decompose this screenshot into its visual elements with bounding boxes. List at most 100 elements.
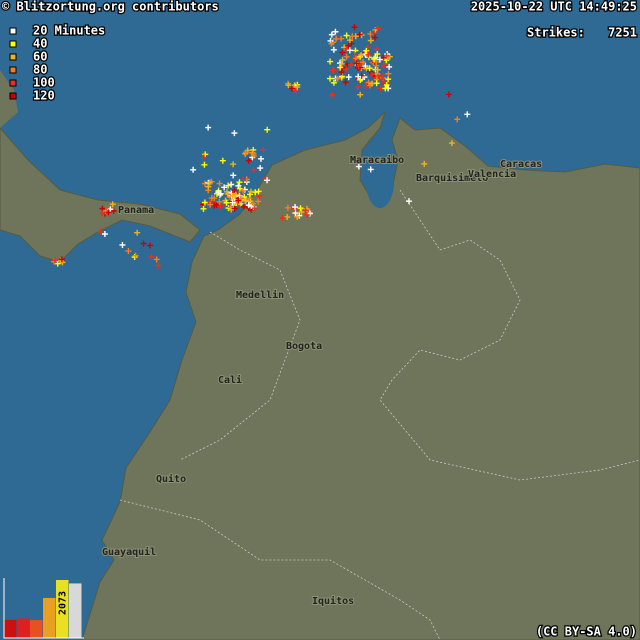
strike <box>205 183 212 190</box>
strike <box>257 165 264 172</box>
legend-swatch <box>9 79 17 87</box>
city: Panama <box>118 205 154 216</box>
strike <box>58 256 65 263</box>
city: Guayaquil <box>102 546 156 558</box>
strike <box>52 257 59 264</box>
strike <box>334 75 341 82</box>
strike <box>372 34 379 41</box>
strike <box>367 37 374 44</box>
strike <box>333 35 340 42</box>
strike <box>371 56 378 63</box>
strike <box>230 161 237 168</box>
strike <box>205 124 212 131</box>
strike <box>201 180 208 187</box>
strike <box>365 79 372 86</box>
strike <box>374 73 381 80</box>
strike <box>229 199 236 206</box>
border <box>179 231 301 461</box>
strike <box>342 79 349 86</box>
strike <box>374 25 381 32</box>
strike <box>370 30 377 37</box>
strike <box>445 91 452 98</box>
strike <box>148 253 155 260</box>
strike <box>355 163 362 170</box>
strike <box>250 150 257 157</box>
strike <box>345 74 352 81</box>
strike <box>382 85 389 92</box>
strike <box>228 181 235 188</box>
strike <box>249 149 256 156</box>
strike <box>292 210 299 217</box>
strike <box>378 76 385 83</box>
strike <box>385 76 392 83</box>
strike <box>250 200 257 207</box>
strike <box>330 79 337 86</box>
strike <box>358 52 365 59</box>
source: © Blitzortung.org contributors <box>2 0 219 14</box>
strike <box>380 72 387 79</box>
strike <box>379 54 386 61</box>
strike <box>207 201 214 208</box>
strike <box>252 189 259 196</box>
strike <box>421 160 428 167</box>
strike <box>284 214 291 221</box>
strike <box>327 37 334 44</box>
strike <box>242 197 249 204</box>
strike <box>255 188 262 195</box>
strike <box>231 130 238 137</box>
legend-swatch <box>9 40 17 48</box>
strike <box>367 166 374 173</box>
strike <box>327 75 334 82</box>
legend-label: 120 <box>33 89 55 103</box>
strike <box>217 190 224 197</box>
strike <box>363 47 370 54</box>
strike <box>201 199 208 206</box>
strike <box>292 87 299 94</box>
strike <box>339 56 346 63</box>
strike <box>228 206 235 213</box>
strike <box>230 172 237 179</box>
strike <box>464 111 471 118</box>
legend-label: 20 Minutes <box>33 24 105 38</box>
strike <box>134 229 141 236</box>
strike <box>217 203 224 210</box>
strike <box>327 58 334 65</box>
histogram-label: 2073 <box>57 591 68 615</box>
strike <box>369 80 376 87</box>
legend-swatch <box>9 92 17 100</box>
strike <box>348 40 355 47</box>
strike <box>239 187 246 194</box>
strikes-label: Strikes: <box>527 26 585 40</box>
strike <box>258 155 265 162</box>
strike <box>337 64 344 71</box>
strike <box>216 198 223 205</box>
strike <box>229 192 236 199</box>
strike <box>279 214 286 221</box>
city: Caracas <box>500 159 542 170</box>
strikes-count: 7251 <box>608 26 637 40</box>
timestamp: 2025-10-22 UTC 14:49:25 <box>471 0 637 14</box>
strike <box>284 204 291 211</box>
strike <box>208 195 215 202</box>
strike <box>338 60 345 67</box>
strike <box>343 45 350 52</box>
strike <box>346 37 353 44</box>
strike <box>213 201 220 208</box>
strike <box>255 198 262 205</box>
strike <box>343 66 350 73</box>
strike <box>383 52 390 59</box>
strike <box>385 70 392 77</box>
border <box>119 499 441 640</box>
strike <box>240 203 247 210</box>
strike <box>343 32 350 39</box>
strike <box>376 56 383 63</box>
strike <box>140 240 147 247</box>
strike <box>102 208 109 215</box>
histogram-bar <box>69 583 82 638</box>
strike <box>448 140 455 147</box>
strike <box>338 69 345 76</box>
legend-label: 60 <box>33 50 47 64</box>
strike <box>297 205 304 212</box>
